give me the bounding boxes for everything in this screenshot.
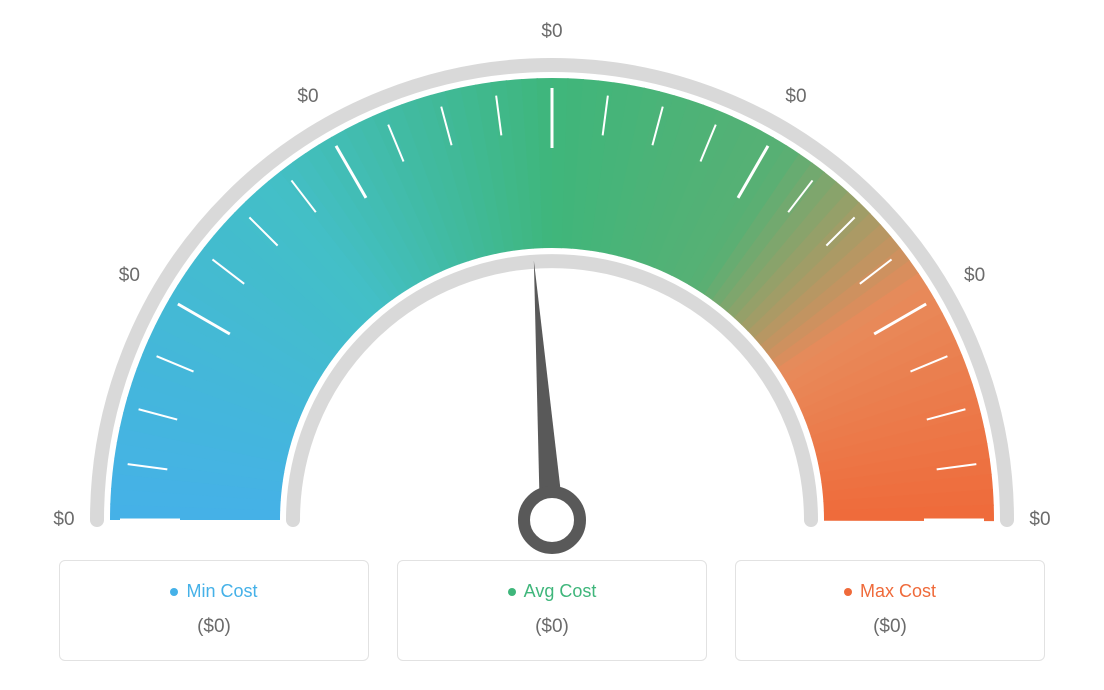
gauge-tick-label: $0 (785, 86, 806, 108)
gauge-tick-label: $0 (119, 265, 140, 287)
legend-card-min: Min Cost ($0) (59, 560, 369, 661)
dot-icon (170, 588, 178, 596)
legend-title-max: Max Cost (844, 581, 936, 602)
legend-card-max: Max Cost ($0) (735, 560, 1045, 661)
gauge-tick-label: $0 (53, 509, 74, 531)
legend-row: Min Cost ($0) Avg Cost ($0) Max Cost ($0… (0, 560, 1104, 661)
legend-card-avg: Avg Cost ($0) (397, 560, 707, 661)
legend-label: Max Cost (860, 581, 936, 602)
gauge-svg (0, 0, 1104, 560)
gauge-chart: $0 $0 $0 $0 $0 $0 $0 (0, 0, 1104, 560)
gauge-tick-label: $0 (541, 21, 562, 43)
legend-value: ($0) (408, 616, 696, 638)
legend-label: Min Cost (186, 581, 257, 602)
legend-value: ($0) (70, 616, 358, 638)
gauge-tick-label: $0 (964, 265, 985, 287)
dot-icon (844, 588, 852, 596)
gauge-tick-label: $0 (1029, 509, 1050, 531)
legend-title-avg: Avg Cost (508, 581, 597, 602)
legend-title-min: Min Cost (170, 581, 257, 602)
legend-value: ($0) (746, 616, 1034, 638)
legend-label: Avg Cost (524, 581, 597, 602)
gauge-tick-label: $0 (297, 86, 318, 108)
dot-icon (508, 588, 516, 596)
